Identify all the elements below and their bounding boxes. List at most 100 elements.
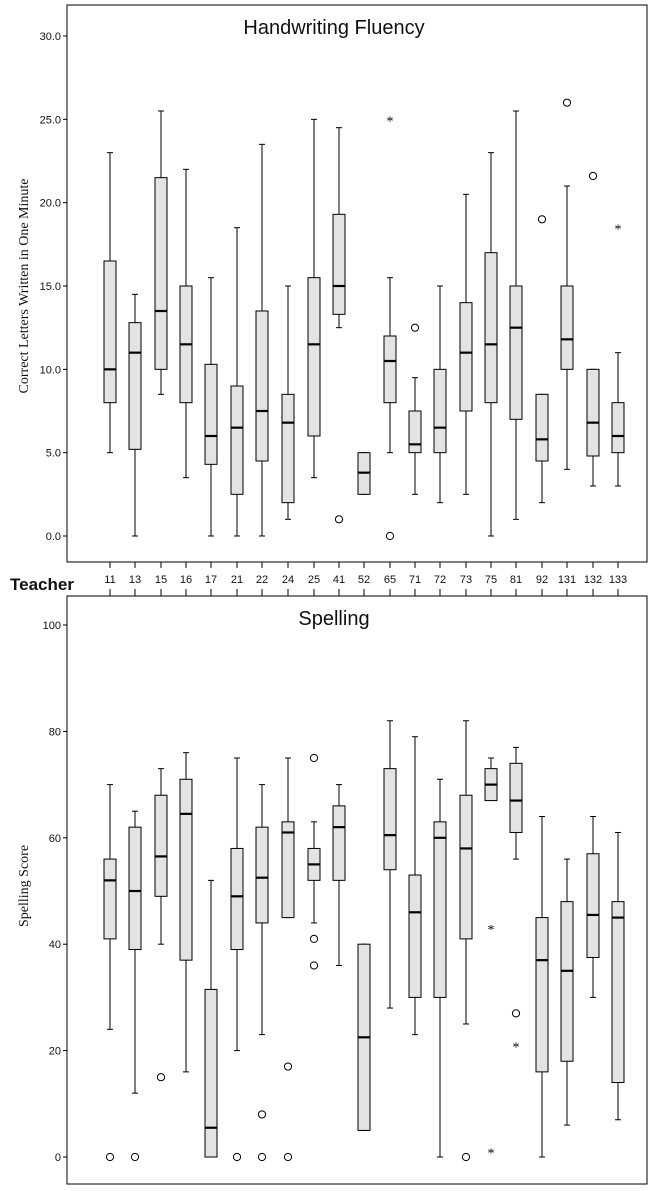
extreme-point: * <box>488 1147 495 1162</box>
outlier-point <box>283 1152 293 1162</box>
category-label: 75 <box>485 574 497 586</box>
iqr-box <box>611 901 625 1084</box>
hf-ytick-label: 20.0 <box>40 198 61 210</box>
iqr-box <box>281 393 295 504</box>
outlier-point <box>410 323 420 332</box>
outlier-point <box>309 934 319 943</box>
iqr-box <box>255 826 269 924</box>
outlier-point <box>309 961 319 970</box>
hf-ytick-label: 5.0 <box>46 448 61 460</box>
extreme-point: * <box>615 223 622 238</box>
sp-box-9 <box>332 784 346 966</box>
hf-ytick-label: 25.0 <box>40 114 61 126</box>
iqr-box <box>509 762 523 833</box>
category-label: 15 <box>155 574 167 586</box>
category-label: 16 <box>180 574 192 586</box>
iqr-box <box>332 805 346 881</box>
hf-box-4 <box>204 277 218 537</box>
hf-box-10 <box>357 452 371 495</box>
spelling-title: Spelling <box>298 608 369 630</box>
category-label: 131 <box>558 574 576 586</box>
category-label: 21 <box>231 574 243 586</box>
category-label: 71 <box>409 574 421 586</box>
sp-box-20 <box>611 831 625 1121</box>
outlier-point <box>283 1062 293 1071</box>
iqr-box <box>255 310 269 462</box>
hf-box-8 <box>307 118 321 479</box>
sp-box-8 <box>307 753 321 970</box>
hf-box-9 <box>332 127 346 524</box>
hf-box-6 <box>255 143 269 537</box>
hf-box-19 <box>586 171 600 487</box>
category-label: 73 <box>460 574 472 586</box>
iqr-box <box>128 826 142 951</box>
sp-box-4 <box>204 879 218 1158</box>
iqr-box <box>103 260 117 404</box>
iqr-box <box>128 322 142 450</box>
iqr-box <box>433 821 447 998</box>
iqr-box <box>204 363 218 465</box>
hf-ytick-label: 30.0 <box>40 31 61 43</box>
hf-box-5 <box>230 227 244 537</box>
hf-box-11: * <box>383 114 397 541</box>
outlier-point <box>334 515 344 524</box>
outlier-point <box>257 1110 267 1119</box>
sp-box-17 <box>535 816 549 1158</box>
hf-panel: 0.0 5.0 10.0 15.0 20.0 25.0 30.0 * * <box>40 4 648 563</box>
sp-box-13 <box>433 778 447 1158</box>
sp-ytick-label: 60 <box>49 833 61 845</box>
outlier-point <box>130 1152 140 1162</box>
sp-box-2 <box>154 768 168 1082</box>
hf-box-12 <box>408 323 422 495</box>
sp-box-3 <box>179 752 193 1073</box>
iqr-box <box>383 335 397 404</box>
hf-box-20: * <box>611 223 625 487</box>
iqr-box <box>560 901 574 1062</box>
outlier-point <box>537 215 547 224</box>
sp-box-5 <box>230 757 244 1162</box>
extreme-point: * <box>513 1040 520 1055</box>
category-label: 72 <box>434 574 446 586</box>
category-label: 24 <box>282 574 294 586</box>
handwriting-ylabel: Correct Letters Written in One Minute <box>17 179 32 394</box>
hf-box-17 <box>535 215 549 504</box>
iqr-box <box>154 794 168 897</box>
category-label: 52 <box>358 574 370 586</box>
iqr-box <box>230 385 244 495</box>
iqr-box <box>408 410 422 454</box>
iqr-box <box>586 368 600 457</box>
extreme-point: * <box>387 114 394 129</box>
outlier-point <box>257 1152 267 1162</box>
sp-box-19 <box>586 816 600 998</box>
iqr-box <box>332 213 346 315</box>
outlier-point <box>156 1073 166 1082</box>
sp-box-7 <box>281 757 295 1162</box>
sp-box-11 <box>383 720 397 1009</box>
iqr-box <box>383 768 397 871</box>
iqr-box <box>281 821 295 919</box>
hf-box-18 <box>560 98 574 470</box>
sp-box-0 <box>103 784 117 1162</box>
sp-ytick-label: 80 <box>49 726 61 738</box>
iqr-box <box>611 402 625 454</box>
hf-box-1 <box>128 293 142 537</box>
handwriting-title: Handwriting Fluency <box>243 17 424 39</box>
outlier-point <box>232 1152 242 1162</box>
outlier-point <box>562 98 572 107</box>
hf-box-15 <box>484 152 498 537</box>
outlier-point <box>511 1009 521 1018</box>
outlier-point <box>309 753 319 763</box>
outlier-point <box>461 1152 471 1162</box>
iqr-box <box>154 177 168 370</box>
iqr-box <box>230 847 244 951</box>
category-label: 41 <box>333 574 345 586</box>
hf-box-2 <box>154 110 168 395</box>
iqr-box <box>204 988 218 1158</box>
sp-box-10 <box>357 943 371 1131</box>
chart-marks: 0.05.010.015.020.025.030.0**020406080100… <box>40 4 648 1185</box>
hf-box-3 <box>179 168 193 479</box>
sp-ytick-label: 100 <box>43 620 61 632</box>
